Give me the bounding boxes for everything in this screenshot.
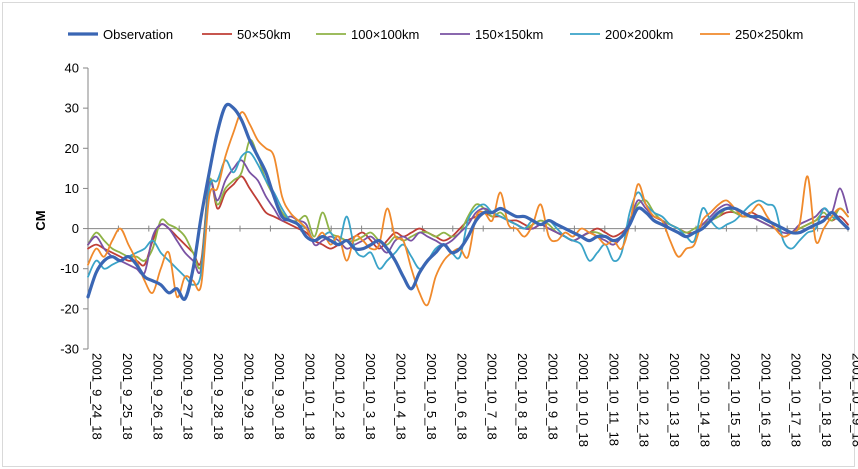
series-line-observation [86,102,850,301]
x-tick-label: 2001_10_16_18 [758,353,773,447]
x-tick-label: 2001_10_18_18 [819,353,834,447]
x-tick-label: 2001_10_7_18 [485,353,500,440]
y-tick-label: 10 [65,181,79,196]
x-tick-label: 2001_9_28_18 [211,353,226,440]
x-tick-label: 2001_9_26_18 [150,353,165,440]
legend-label: 200×200km [605,27,673,42]
legend-label: 150×150km [475,27,543,42]
x-tick-label: 2001_10_10_18 [576,353,591,447]
y-tick-label: -10 [60,261,79,276]
y-tick-label: -20 [60,301,79,316]
y-tick-label: -30 [60,342,79,357]
y-tick-label: 30 [65,101,79,116]
series-line-200-200km [87,150,849,286]
x-tick-label: 2001_10_4_18 [394,353,409,440]
x-tick-label: 2001_10_2_18 [333,353,348,440]
x-tick-label: 2001_10_11_18 [606,353,621,446]
x-tick-label: 2001_10_3_18 [363,353,378,440]
legend-label: Observation [103,27,173,42]
x-tick-label: 2001_10_6_18 [454,353,469,440]
x-tick-label: 2001_9_25_18 [120,353,135,440]
x-tick-label: 2001_10_1_18 [302,353,317,440]
axis-labels: -30 -20 -10 0 10 20 30 40 2001_9_24_18 2001_9_25_… [33,61,858,448]
series-lines [86,102,850,307]
y-tick-label: 0 [72,221,79,236]
x-tick-label: 2001_10_14_18 [698,353,713,447]
x-tick-label: 2001_9_30_18 [272,353,287,440]
legend-label: 50×50km [237,27,291,42]
y-tick-label: 20 [65,141,79,156]
x-tick-label: 2001_10_15_18 [728,353,743,447]
legend-label: 100×100km [351,27,419,42]
y-tick-label: 40 [65,61,79,76]
series-line-250-250km [87,111,849,307]
x-tick-label: 2001_10_8_18 [515,353,530,440]
legend-label: 250×250km [735,27,803,42]
x-tick-label: 2001_10_17_18 [789,353,804,447]
x-tick-label: 2001_9_24_18 [90,353,105,440]
x-tick-label: 2001_9_29_18 [242,353,257,440]
x-tick-label: 2001_10_19_18 [850,353,858,447]
x-tick-label: 2001_10_12_18 [637,353,652,447]
x-tick-label: 2001_10_9_18 [546,353,561,440]
x-tick-label: 2001_10_13_18 [667,353,682,447]
x-tick-label: 2001_10_5_18 [424,353,439,440]
x-tick-label: 2001_9_27_18 [181,353,196,440]
y-axis-title: CM [33,210,48,230]
legend: Observation 50×50km 100×100km 150×150km 200×… [68,27,803,42]
